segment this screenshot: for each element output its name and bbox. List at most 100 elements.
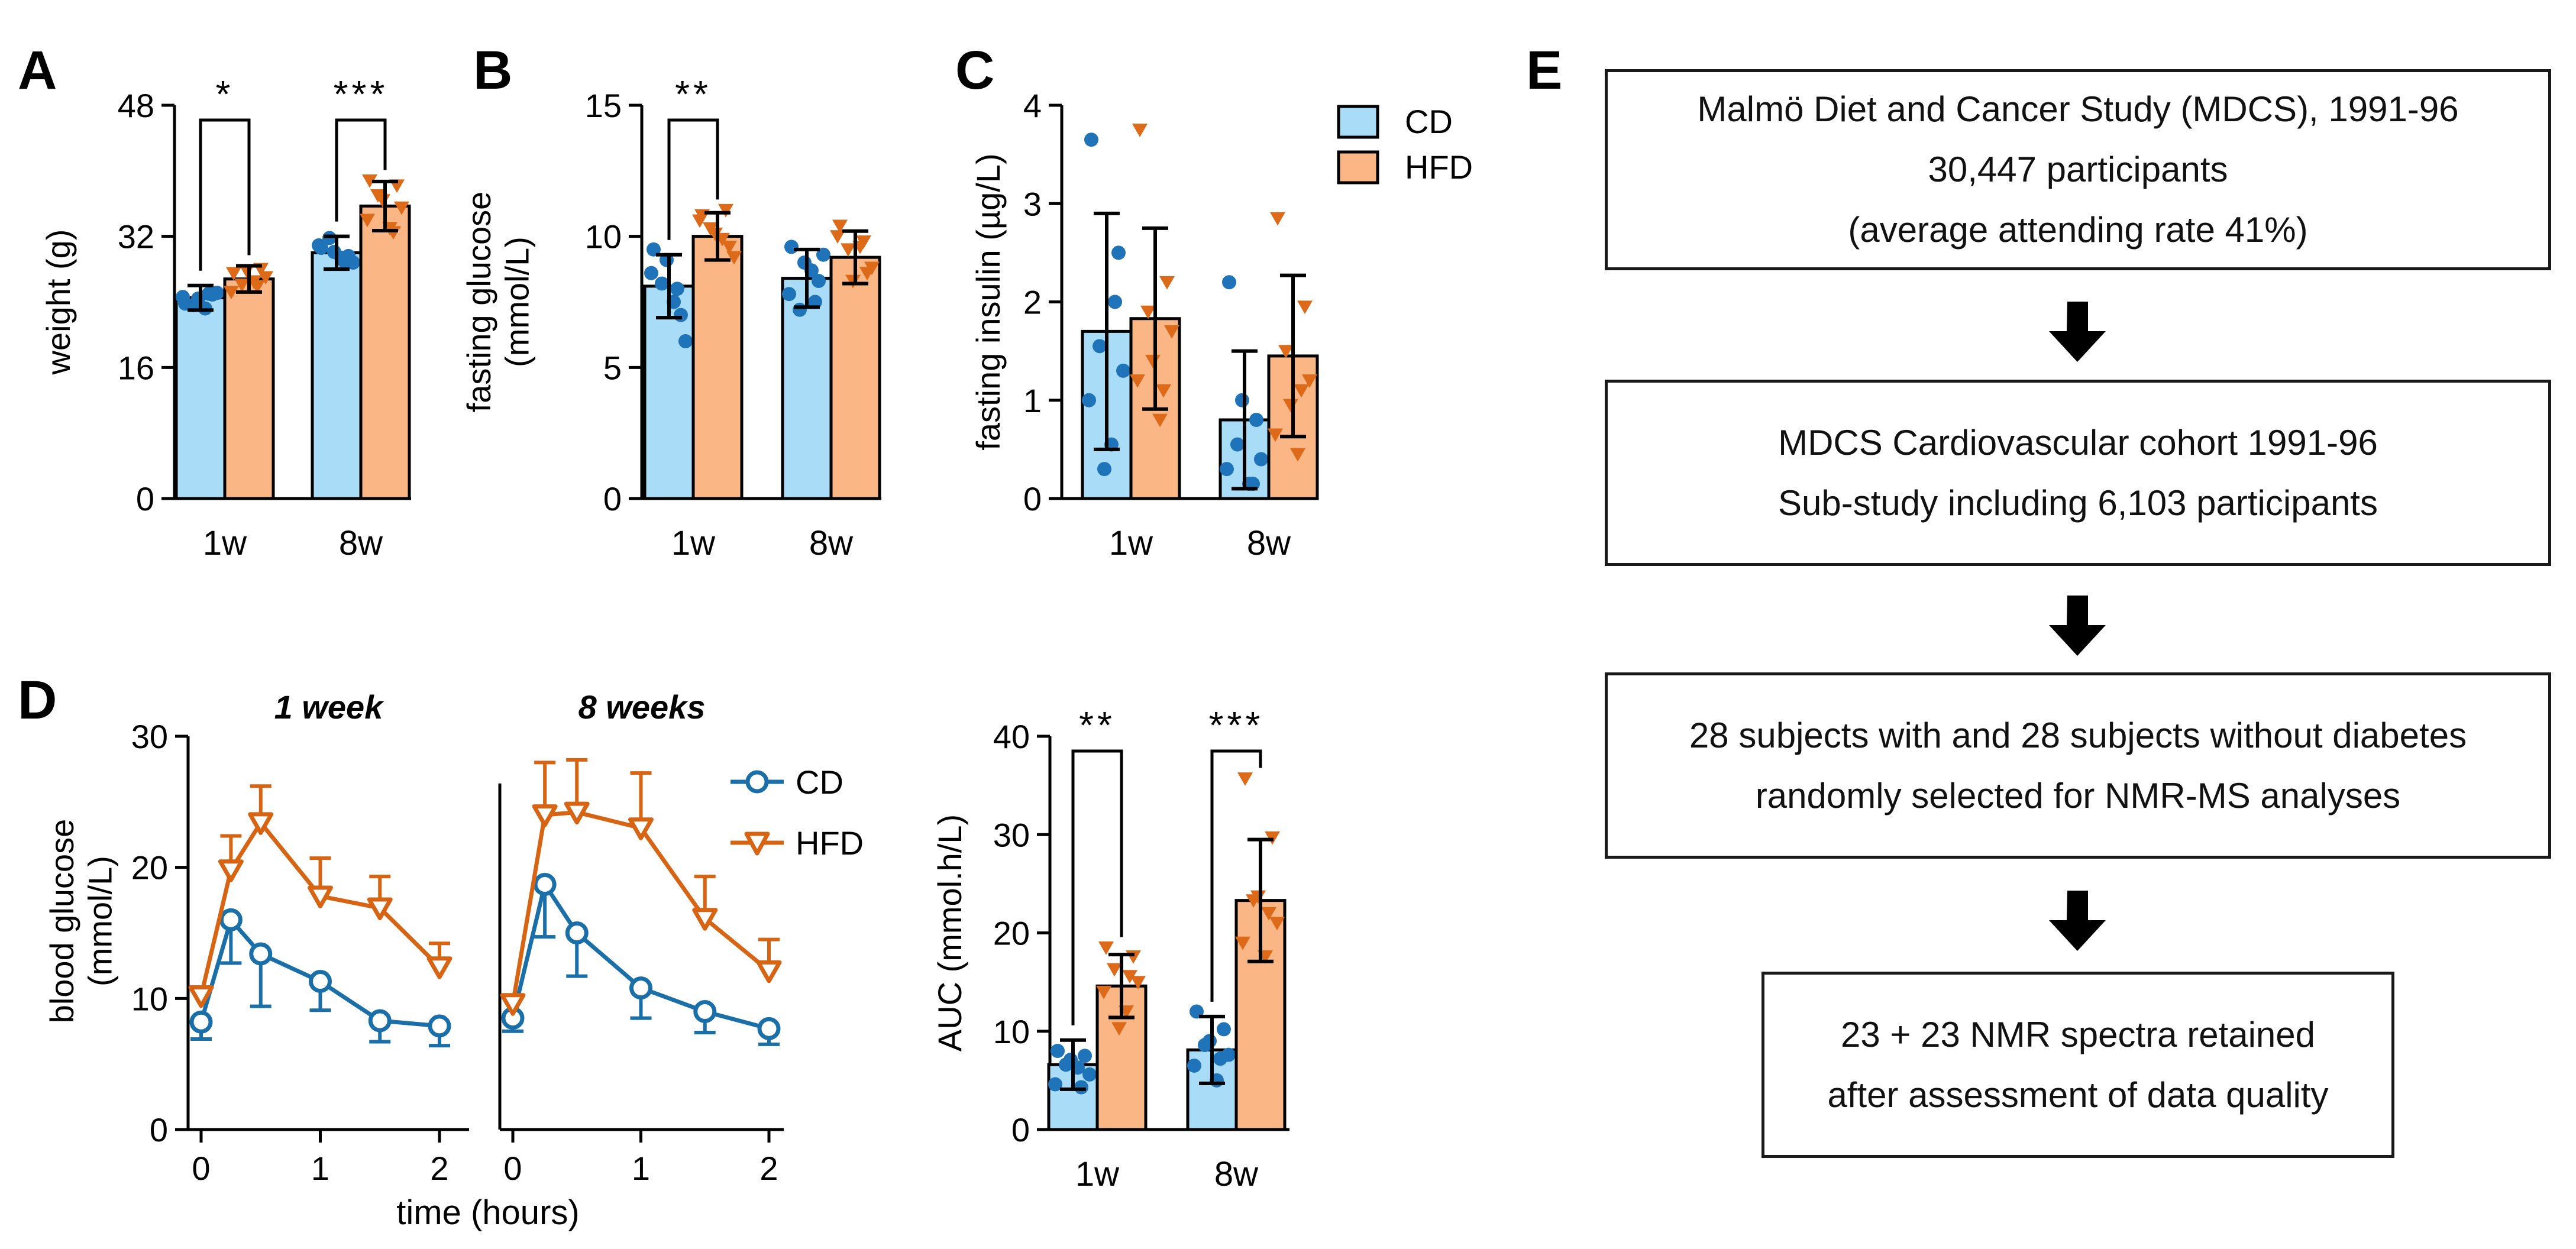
data-marker-cd xyxy=(219,908,243,931)
data-point-hfd xyxy=(360,213,375,228)
data-point-hfd xyxy=(1237,772,1253,786)
flowchart-box-line: 23 + 23 NMR spectra retained xyxy=(1840,1014,2316,1054)
data-point-cd xyxy=(655,276,669,291)
data-point-hfd xyxy=(864,261,880,276)
bar-hfd xyxy=(359,204,411,500)
data-point-hfd xyxy=(832,219,848,234)
y-tick-label: 16 xyxy=(118,349,154,386)
data-point-cd xyxy=(784,240,799,254)
panel-label-a: A xyxy=(18,40,57,101)
x-tick-label: 8w xyxy=(809,524,854,562)
y-tick-label: 32 xyxy=(118,218,154,255)
data-point-cd xyxy=(1235,393,1249,407)
series-line-hfd xyxy=(199,819,441,996)
flowchart-box-line: 28 subjects with and 28 subjects without… xyxy=(1689,715,2467,755)
data-marker-hfd xyxy=(248,812,274,835)
data-marker-cd xyxy=(309,970,332,994)
data-point-cd xyxy=(674,308,688,322)
flowchart-box-line: MDCS Cardiovascular cohort 1991-96 xyxy=(1778,422,2378,462)
panel-label-b: B xyxy=(473,40,512,101)
data-point-cd xyxy=(1230,437,1245,452)
down-arrow-icon xyxy=(2049,596,2106,656)
data-point-hfd xyxy=(1130,374,1145,388)
data-point-hfd xyxy=(1111,1022,1127,1036)
y-axis-label: fasting insulin (µg/L) xyxy=(969,153,1007,450)
data-marker-hfd xyxy=(500,993,526,1016)
legend-hfd-line-label: HFD xyxy=(796,824,864,862)
y-axis-label: fasting glucose(mmol/L) xyxy=(460,192,535,413)
down-arrow-icon xyxy=(2049,891,2106,951)
y-tick-label: 0 xyxy=(136,480,154,517)
y-axis-label: weight (g) xyxy=(40,229,77,376)
data-point-hfd xyxy=(1096,985,1111,999)
subplot-title: 1 week xyxy=(274,688,385,726)
y-axis-label-line: (mmol/L) xyxy=(499,237,536,367)
x-tick-label: 1 xyxy=(311,1150,329,1187)
x-tick-label: 1w xyxy=(203,524,247,562)
data-point-hfd xyxy=(1132,124,1148,137)
data-marker-hfd xyxy=(532,804,558,827)
y-tick-label: 40 xyxy=(993,718,1030,755)
data-point-cd xyxy=(1064,1052,1078,1067)
data-point-cd xyxy=(782,287,796,302)
data-point-hfd xyxy=(1269,917,1285,931)
data-point-hfd xyxy=(1130,976,1146,989)
x-tick-label: 8w xyxy=(339,524,383,562)
data-marker-hfd xyxy=(628,817,654,840)
data-point-cd xyxy=(1111,245,1126,260)
bar-hfd xyxy=(691,235,744,500)
panel-a-weight-chart: 0 16 32 48 weight (g) 1w * 8w *** xyxy=(40,73,411,562)
data-point-cd xyxy=(1254,452,1268,467)
data-point-hfd xyxy=(1297,300,1313,315)
y-tick-label: 2 xyxy=(1023,284,1042,321)
data-point-hfd xyxy=(362,174,377,188)
flowchart-box-line: (average attending rate 41%) xyxy=(1848,210,2308,250)
data-point-hfd xyxy=(1122,970,1137,983)
bar-cd xyxy=(311,251,363,500)
data-point-cd xyxy=(797,255,812,270)
flowchart-arrows xyxy=(2049,302,2106,951)
significance-label: *** xyxy=(1209,704,1264,746)
y-tick-label: 48 xyxy=(118,87,154,124)
data-point-cd xyxy=(1084,132,1098,147)
data-point-hfd xyxy=(1152,413,1168,428)
y-axis-label-line: blood glucose xyxy=(43,819,80,1024)
data-point-cd xyxy=(176,290,190,305)
x-tick-label: 0 xyxy=(192,1150,210,1187)
significance-bracket xyxy=(335,118,387,222)
data-marker-hfd xyxy=(426,956,453,979)
legend-cd-line-label: CD xyxy=(796,763,843,801)
data-point-hfd xyxy=(692,214,707,228)
data-marker-cd xyxy=(533,872,557,896)
down-arrow-icon xyxy=(2049,302,2106,362)
data-point-cd xyxy=(327,244,341,259)
legend-hfd-label: HFD xyxy=(1405,148,1473,186)
panel-label-d: D xyxy=(18,670,57,730)
data-point-cd xyxy=(793,302,807,317)
significance-bracket xyxy=(1071,749,1123,1025)
y-tick-label: 30 xyxy=(131,718,168,755)
data-point-hfd xyxy=(1268,428,1283,442)
data-point-hfd xyxy=(830,230,845,244)
y-tick-label: 10 xyxy=(993,1013,1030,1050)
data-point-cd xyxy=(678,334,693,348)
y-axis-label: AUC (mmol.h/L) xyxy=(931,814,968,1051)
panel-d-auc-chart: 0 10 20 30 40 AUC (mmol.h/L) 1w ** 8w *** xyxy=(931,704,1289,1193)
data-point-hfd xyxy=(1294,384,1309,398)
data-point-cd xyxy=(1217,1022,1231,1037)
flowchart-box-line: after assessment of data quality xyxy=(1827,1075,2329,1115)
x-axis-label: time (hours) xyxy=(396,1193,579,1232)
data-point-cd xyxy=(644,266,658,280)
data-point-hfd xyxy=(1261,907,1276,921)
data-marker-cd xyxy=(368,1009,392,1033)
data-point-cd xyxy=(1074,1080,1088,1095)
panel-d-8weeks-chart: 0 1 2 8 weeks time (hours) xyxy=(396,688,784,1232)
data-point-hfd xyxy=(1126,950,1141,964)
data-point-cd xyxy=(1051,1044,1065,1058)
significance-bracket xyxy=(667,118,719,240)
data-point-hfd xyxy=(856,235,871,249)
significance-bracket xyxy=(199,118,251,271)
data-point-hfd xyxy=(250,280,265,294)
legend-cd-marker xyxy=(745,770,769,794)
